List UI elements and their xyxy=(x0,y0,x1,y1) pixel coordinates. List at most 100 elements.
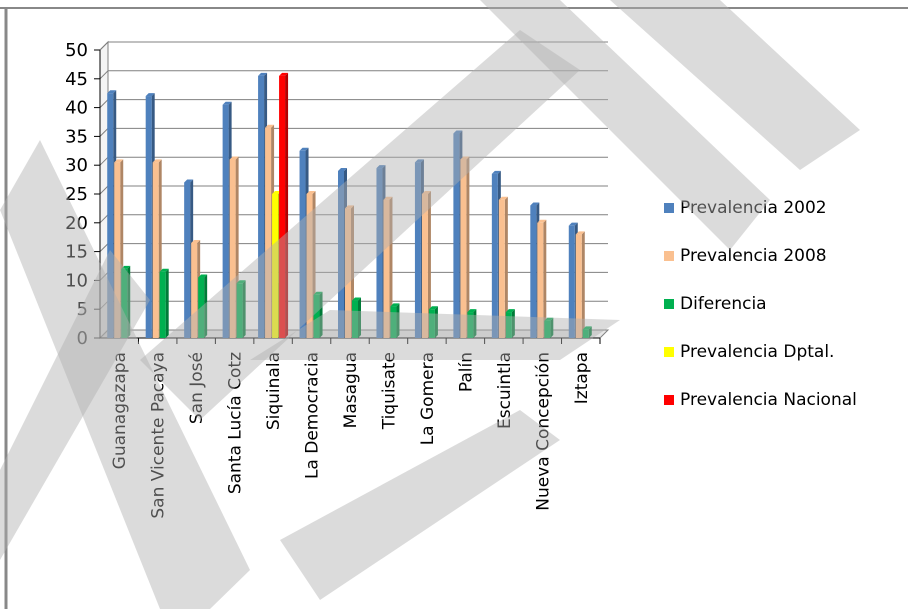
bar-top xyxy=(376,165,386,169)
bar-top xyxy=(114,159,124,163)
bar xyxy=(258,75,265,339)
bar-side xyxy=(285,72,289,339)
bar-top xyxy=(568,222,578,226)
bar xyxy=(229,159,236,338)
bar xyxy=(272,194,279,338)
bar-side xyxy=(511,309,515,338)
x-category-label: La Democracia xyxy=(303,352,323,479)
x-category-label: Guanagazapa xyxy=(110,352,130,469)
bar-side xyxy=(127,265,131,338)
bar-side xyxy=(204,274,208,338)
bar-top xyxy=(491,170,501,174)
legend-label: Prevalencia 2002 xyxy=(680,198,827,218)
legend-swatch xyxy=(664,251,674,261)
bar xyxy=(414,162,421,338)
x-category-label: Santa Lucía Cotz xyxy=(226,352,246,494)
bar xyxy=(568,225,575,338)
legend-swatch xyxy=(664,299,674,309)
bar-top xyxy=(505,309,515,313)
x-category-label: Masagua xyxy=(341,352,361,428)
bar-top xyxy=(145,93,155,97)
y-tick-label: 10 xyxy=(65,270,88,291)
gridline xyxy=(99,70,608,80)
x-category-label: San Vicente Pacaya xyxy=(149,352,169,519)
bar-top xyxy=(258,72,268,76)
bar-side xyxy=(473,309,477,338)
x-category-label: Tiquisate xyxy=(379,352,399,430)
bar-top xyxy=(184,179,194,183)
bar xyxy=(428,309,435,338)
bar xyxy=(376,168,383,338)
bar-side xyxy=(242,280,246,338)
bar xyxy=(505,312,512,338)
bar xyxy=(498,199,505,338)
bar xyxy=(575,234,582,338)
bar-top xyxy=(152,159,162,163)
watermark-stripe xyxy=(140,30,580,420)
y-tick-label: 50 xyxy=(65,40,88,61)
x-category-label: Siquinala xyxy=(264,352,284,430)
y-tick-label: 20 xyxy=(65,213,88,234)
bar xyxy=(421,194,428,338)
bar-top xyxy=(582,326,592,330)
bar xyxy=(537,222,544,338)
bar-top xyxy=(453,130,463,134)
bar-side xyxy=(581,231,585,338)
bar-top xyxy=(390,303,400,307)
watermark-stripe xyxy=(0,250,150,560)
bar xyxy=(265,127,272,338)
legend-swatch xyxy=(664,395,674,405)
bar-top xyxy=(265,124,275,128)
y-tick-label: 30 xyxy=(65,155,88,176)
bar xyxy=(159,271,166,338)
x-category-label: Escuintla xyxy=(495,352,515,429)
bar xyxy=(530,205,537,338)
bar xyxy=(338,170,344,338)
bar xyxy=(582,329,589,338)
bar-top xyxy=(352,297,361,301)
y-tick-label: 0 xyxy=(77,328,88,349)
gridline xyxy=(99,41,608,51)
bar-top xyxy=(236,280,246,284)
bar-side xyxy=(543,219,547,338)
bar xyxy=(491,173,498,338)
bar-top xyxy=(530,202,540,206)
bar xyxy=(306,194,313,338)
y-tick-label: 15 xyxy=(65,242,88,263)
bar-top xyxy=(575,231,585,235)
bar-side xyxy=(434,306,438,338)
bar xyxy=(114,162,121,338)
bar-top xyxy=(272,191,282,194)
bar xyxy=(313,294,320,338)
bar-side xyxy=(550,317,554,338)
bar-side xyxy=(319,291,323,338)
gridline xyxy=(99,127,608,137)
bar-top xyxy=(306,191,316,194)
bar xyxy=(352,300,358,338)
watermark-stripe xyxy=(250,310,620,360)
legend-label: Diferencia xyxy=(680,294,767,314)
bar-top xyxy=(428,306,438,310)
plot-area: 0 5 10 15 20 25 30 35 40 45 50 Guanagazapa San Vicen… xyxy=(65,40,610,519)
bar-top xyxy=(279,72,289,76)
bar-side xyxy=(588,326,592,338)
bar-side xyxy=(165,268,169,338)
x-category-label: Palín xyxy=(456,352,476,392)
bar xyxy=(152,162,159,338)
legend-label: Prevalencia 2008 xyxy=(680,246,827,266)
bar xyxy=(299,150,306,338)
legend-label: Prevalencia Dptal. xyxy=(680,342,834,362)
bar-top xyxy=(313,291,323,295)
bar-side xyxy=(396,303,400,338)
bar xyxy=(390,306,397,338)
y-tick-label: 35 xyxy=(65,126,88,147)
legend-label: Prevalencia Nacional xyxy=(680,390,857,410)
bar-side xyxy=(389,196,393,338)
bar-top xyxy=(191,239,201,243)
bar-top xyxy=(544,317,554,321)
bar-side xyxy=(466,156,470,338)
watermark-stripe xyxy=(0,140,250,609)
legend-swatch xyxy=(664,347,674,357)
